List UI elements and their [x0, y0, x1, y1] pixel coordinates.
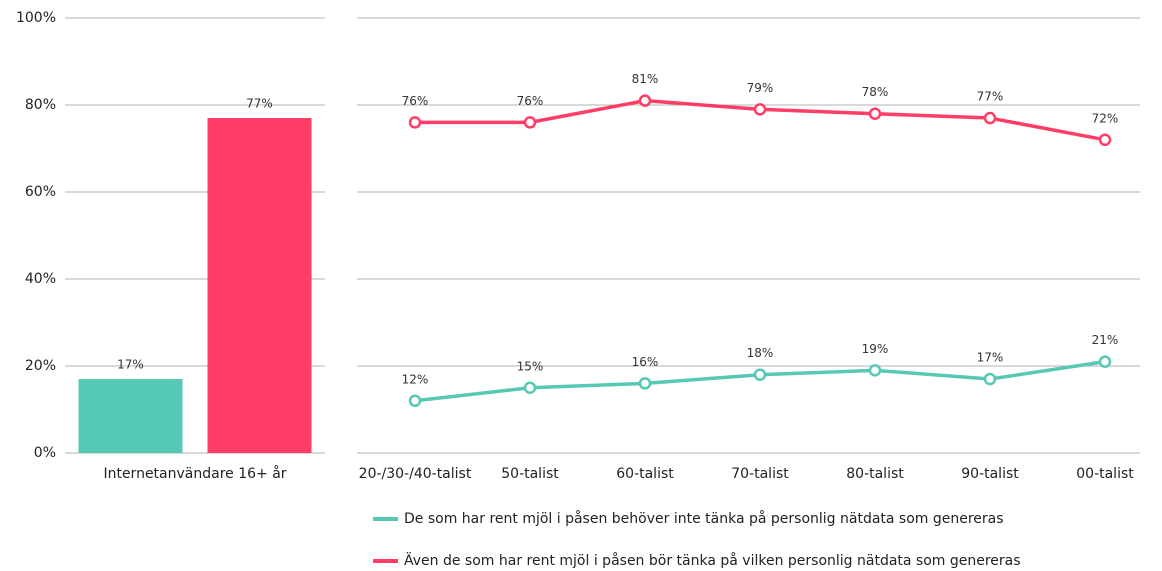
value-label: 12% [402, 372, 429, 386]
y-tick-label: 40% [25, 271, 56, 287]
x-tick-label: 50-talist [501, 466, 559, 482]
x-tick-label: Internetanvändare 16+ år [103, 465, 286, 482]
legend-label: Även de som har rent mjöl i påsen bör tä… [404, 551, 1021, 569]
point [638, 377, 652, 390]
point [408, 394, 422, 408]
y-tick-label: 0% [34, 445, 56, 461]
value-label: 17% [117, 358, 144, 372]
point [523, 116, 537, 129]
value-label: 18% [747, 346, 774, 360]
value-label: 76% [402, 94, 429, 108]
point [523, 381, 537, 394]
value-label: 79% [747, 81, 774, 95]
value-label: 72% [1092, 111, 1119, 125]
point [1098, 133, 1112, 147]
y-tick-label: 100% [16, 10, 56, 26]
x-tick-label: 70-talist [731, 466, 789, 482]
x-tick-label: 00-talist [1076, 466, 1134, 482]
y-tick-label: 60% [25, 184, 56, 200]
x-tick-label: 90-talist [961, 466, 1019, 482]
value-label: 77% [246, 97, 273, 111]
point [1098, 355, 1112, 368]
y-tick-label: 20% [25, 358, 56, 374]
point [408, 116, 422, 129]
legend-label: De som har rent mjöl i påsen behöver int… [404, 510, 1004, 527]
value-label: 78% [862, 85, 889, 99]
bar [207, 118, 312, 454]
x-tick-label: 20-/30-/40-talist [359, 466, 472, 482]
value-label: 16% [632, 355, 659, 369]
point [983, 111, 997, 125]
value-label: 77% [977, 90, 1004, 104]
point [868, 364, 882, 377]
point [638, 94, 652, 107]
value-label: 19% [862, 342, 889, 356]
y-tick-label: 80% [25, 97, 56, 113]
value-label: 76% [517, 94, 544, 108]
value-label: 17% [977, 351, 1004, 365]
point [753, 368, 767, 381]
x-tick-label: 60-talist [616, 466, 674, 482]
point [753, 103, 767, 116]
value-label: 21% [1092, 333, 1119, 347]
x-tick-label: 80-talist [846, 466, 904, 482]
bar [78, 379, 183, 453]
point [983, 372, 997, 386]
point [868, 107, 882, 120]
value-label: 81% [632, 72, 659, 86]
value-label: 15% [517, 359, 544, 373]
